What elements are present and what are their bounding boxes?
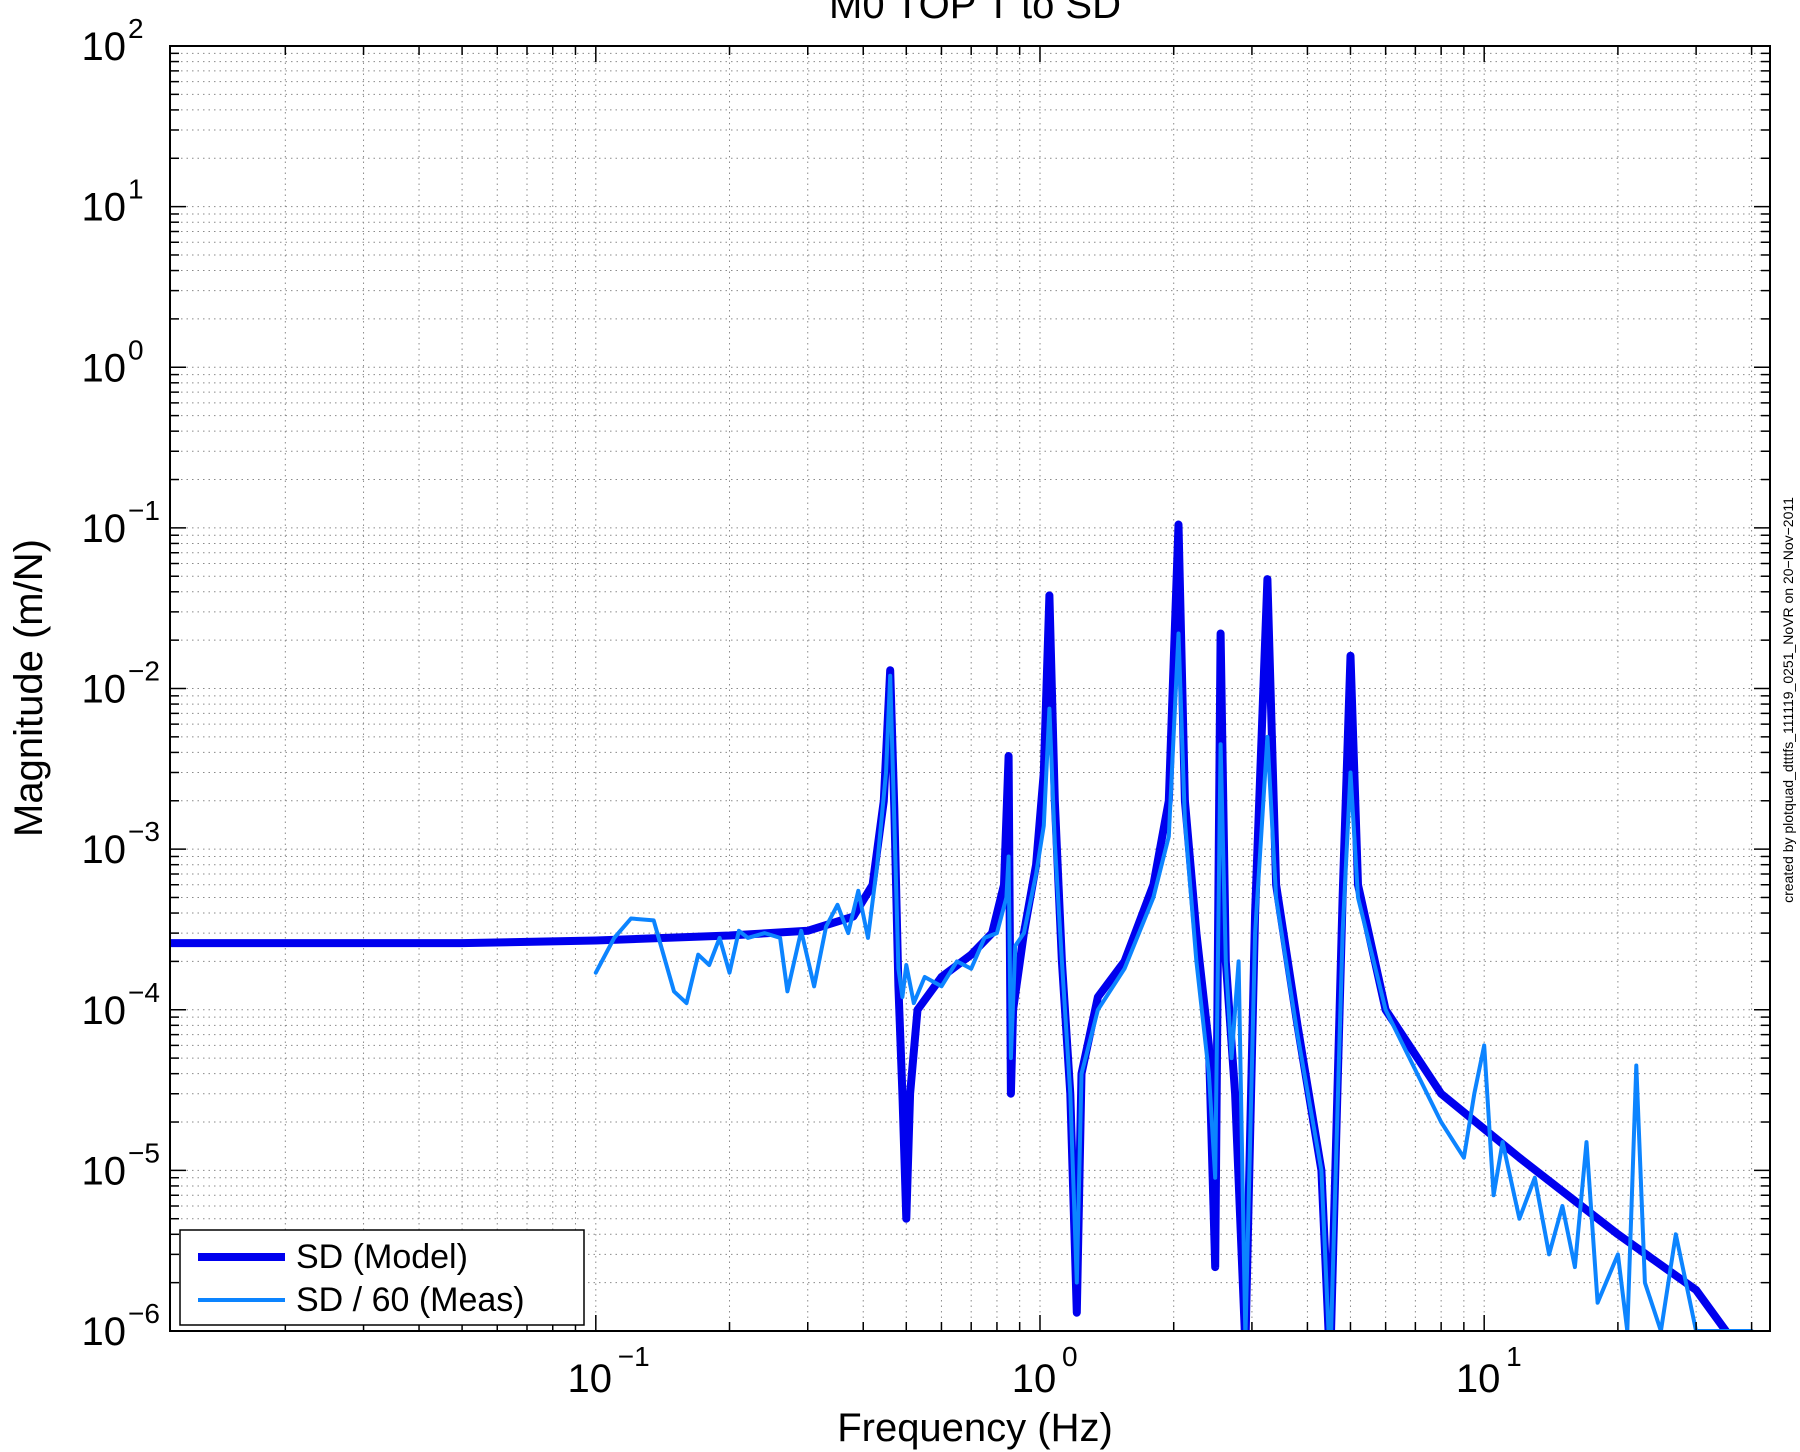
x-tick-exponent: −1: [618, 1341, 650, 1372]
legend-label-meas: SD / 60 (Meas): [296, 1281, 525, 1319]
legend: SD (Model) SD / 60 (Meas): [179, 1229, 585, 1326]
y-tick-exponent: 2: [128, 13, 144, 44]
y-tick-exponent: −3: [128, 816, 160, 847]
plot-area: [169, 45, 1771, 1332]
y-tick-exponent: 1: [128, 174, 144, 205]
y-tick-label: 10: [82, 186, 127, 230]
x-tick-label: 10: [1012, 1357, 1057, 1401]
legend-box: [179, 1229, 585, 1326]
x-tick-label: 10: [1456, 1357, 1501, 1401]
y-tick-exponent: −1: [128, 495, 160, 526]
y-tick-exponent: −4: [128, 977, 160, 1008]
y-tick-label: 10: [82, 1310, 127, 1354]
x-tick-exponent: 1: [1506, 1341, 1522, 1372]
chart-title-text: M0 TOP T to SD: [829, 0, 1121, 27]
series-line-meas: [593, 631, 1754, 1331]
y-axis-label: Magnitude (m/N): [7, 539, 51, 837]
chart-title: M0 TOP T to SD: [829, 0, 1121, 27]
series-group: [170, 520, 1754, 1331]
y-tick-exponent: 0: [128, 334, 144, 365]
x-tick-exponent: 0: [1062, 1341, 1078, 1372]
x-axis-label: Frequency (Hz): [837, 1406, 1113, 1450]
y-tick-label: 10: [82, 1149, 127, 1193]
y-tick-exponent: −5: [128, 1137, 160, 1168]
y-tick-exponent: −6: [128, 1298, 160, 1329]
y-tick-label: 10: [82, 507, 127, 551]
x-tick-label: 10: [568, 1357, 613, 1401]
y-tick-exponent: −2: [128, 656, 160, 687]
y-tick-label: 10: [82, 828, 127, 872]
y-tick-label: 10: [82, 668, 127, 712]
creation-note: created by plotquad_dtttfs_111119_0251_N…: [1780, 497, 1796, 903]
axis-ticks: [170, 45, 1770, 1332]
y-tick-label: 10: [82, 25, 127, 69]
y-tick-label: 10: [82, 346, 127, 390]
legend-label-model: SD (Model): [296, 1238, 468, 1276]
y-tick-label: 10: [82, 989, 127, 1033]
grid-lines: [170, 45, 1770, 1332]
